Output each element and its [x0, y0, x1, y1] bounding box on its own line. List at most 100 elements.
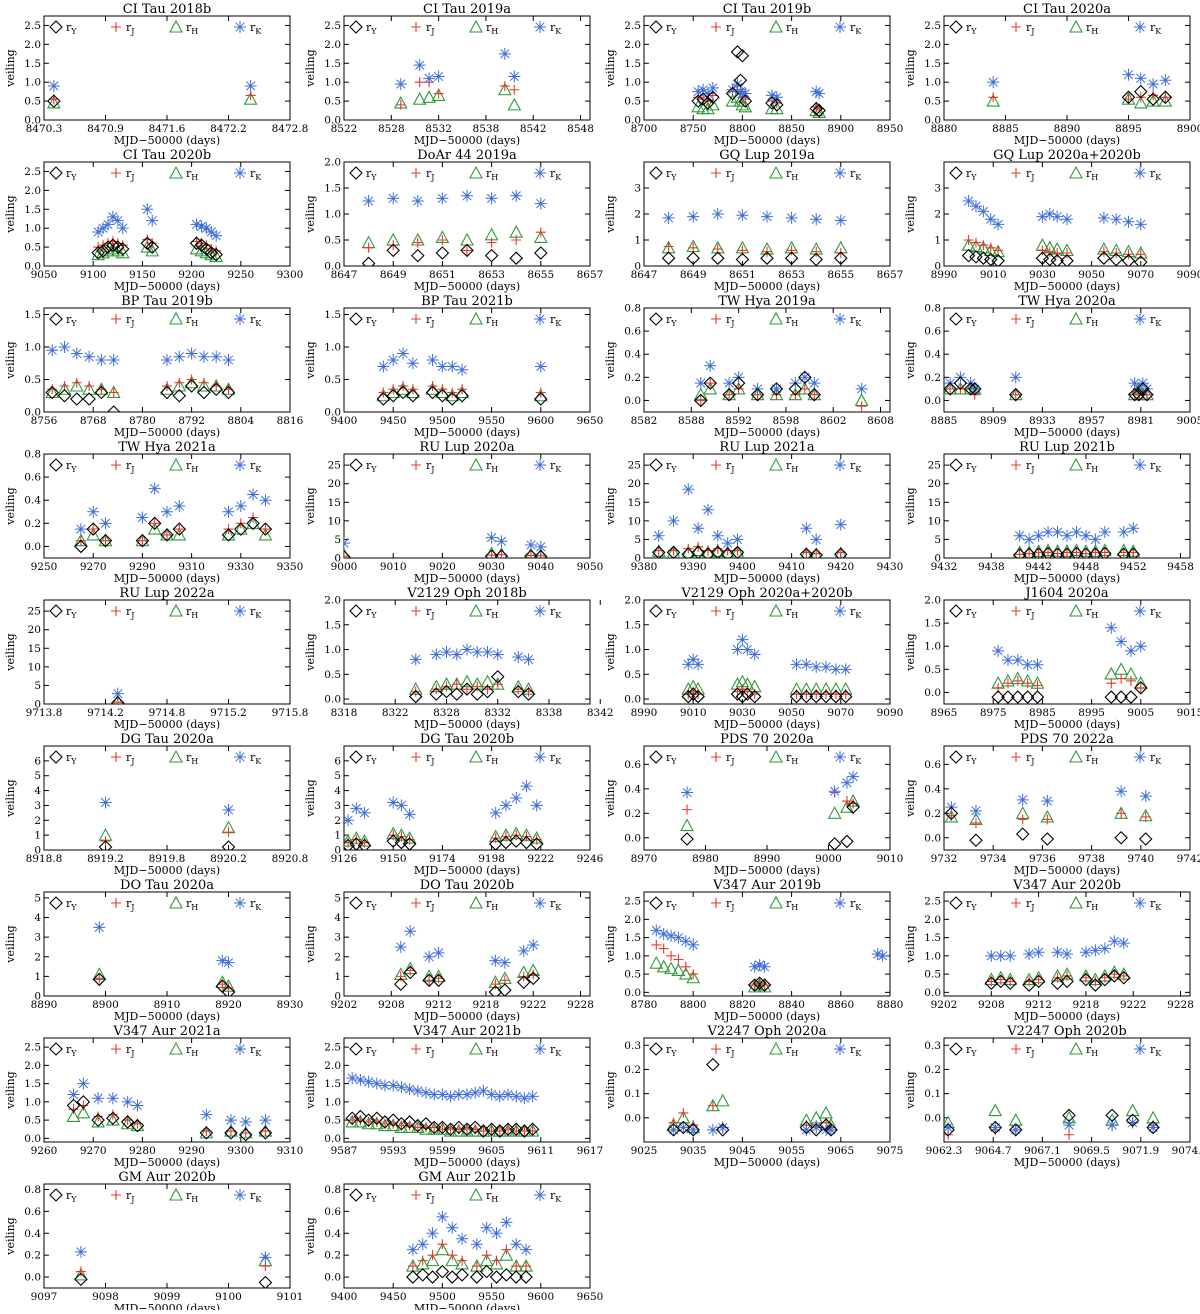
x-tick-label: 8880: [931, 123, 958, 135]
panel-title: V347 Aur 2021a: [112, 1024, 221, 1039]
data-point-Y: [1040, 832, 1055, 846]
data-point-K: [485, 531, 498, 544]
panel-title: V347 Aur 2019b: [712, 878, 821, 893]
x-tick-label: 9228: [567, 999, 594, 1011]
y-tick-label: 0.8: [24, 1184, 41, 1196]
data-point-K: [1061, 529, 1073, 542]
data-point-K: [489, 806, 502, 819]
y-tick-label: 4: [334, 912, 341, 924]
x-tick-label: 9065: [827, 1145, 854, 1157]
data-point-K: [436, 360, 449, 373]
legend-label: rY: [66, 1189, 77, 1204]
data-point-J: [433, 88, 444, 99]
data-point-Y: [686, 1123, 700, 1137]
data-point-Y: [1022, 547, 1036, 558]
data-point-H: [730, 545, 745, 558]
data-points: [691, 45, 827, 118]
legend-marker: [349, 312, 363, 326]
y-tick-label: 2.0: [24, 185, 41, 197]
data-point-J: [531, 834, 542, 845]
x-tick-label: 9050: [577, 561, 604, 573]
data-point-K: [1110, 213, 1123, 226]
y-tick-label: 1: [634, 235, 641, 247]
y-tick-label: 0.8: [924, 303, 941, 315]
data-point-Y: [443, 1122, 458, 1137]
panel-title: PDS 70 2022a: [1020, 732, 1114, 747]
panel-title: V2247 Oph 2020a: [707, 1024, 827, 1039]
legend-marker: [234, 1043, 246, 1055]
y-tick-label: 0.0: [324, 1272, 341, 1284]
data-point-H: [827, 806, 842, 819]
legend-label: rJ: [126, 167, 134, 182]
data-point-J: [462, 684, 472, 695]
data-point-J: [1140, 811, 1151, 822]
legend-marker: [111, 1044, 121, 1054]
x-tick-label: 8895: [1115, 123, 1142, 135]
data-point-Y: [45, 385, 59, 400]
x-axis-label: MJD−50000 (days): [114, 134, 220, 147]
x-tick-label: 8548: [567, 123, 594, 135]
data-point-Y: [819, 689, 833, 704]
data-point-K: [173, 500, 186, 512]
data-points: [344, 780, 544, 850]
data-points: [651, 483, 848, 558]
legend-marker: [1011, 1044, 1021, 1054]
data-point-K: [944, 1121, 955, 1134]
x-tick-label: 8920: [215, 999, 242, 1011]
panel-title: CI Tau 2020a: [1023, 2, 1111, 17]
data-point-Y: [509, 834, 523, 848]
legend-label: rY: [366, 897, 377, 912]
data-point-K: [687, 653, 700, 666]
y-tick-label: 1.5: [324, 619, 341, 631]
data-point-Y: [1146, 92, 1160, 106]
data-point-Y: [747, 978, 762, 992]
data-point-K: [101, 218, 114, 231]
data-point-K: [1070, 526, 1083, 538]
legend-marker: [411, 168, 421, 178]
data-point-J: [395, 971, 406, 982]
data-point-Y: [406, 388, 420, 403]
x-tick-label: 9452: [1120, 561, 1147, 573]
data-point-K: [111, 687, 124, 700]
x-tick-label: 8800: [680, 999, 707, 1011]
data-point-K: [723, 377, 736, 390]
y-tick-label: 0.0: [624, 1112, 641, 1124]
legend-marker: [411, 1044, 421, 1054]
x-tick-label: 8588: [678, 415, 705, 427]
data-point-H: [489, 1256, 504, 1270]
x-axis-label: MJD−50000 (days): [414, 1156, 520, 1169]
data-point-K: [677, 1121, 690, 1134]
legend-label: rJ: [1026, 605, 1034, 620]
data-point-K: [1126, 1116, 1139, 1129]
data-point-K: [93, 921, 106, 934]
data-points: [393, 925, 541, 996]
legend-marker: [769, 603, 783, 617]
legend-label: rK: [1150, 21, 1162, 36]
data-point-H: [66, 1109, 81, 1123]
data-point-H: [840, 800, 854, 813]
y-tick-label: 1.0: [24, 223, 41, 235]
data-point-K: [161, 354, 173, 366]
x-tick-label: 9040: [527, 561, 554, 573]
y-tick-label: 25: [28, 606, 41, 618]
data-point-J: [1128, 547, 1139, 558]
x-tick-label: 9715.2: [210, 707, 247, 719]
x-tick-label: 8653: [478, 269, 505, 281]
x-tick-label: 9222: [1120, 999, 1147, 1011]
data-point-K: [461, 189, 473, 202]
data-point-Y: [394, 835, 409, 850]
data-point-Y: [519, 835, 534, 850]
data-point-J: [995, 974, 1006, 985]
x-axis-label: MJD−50000 (days): [714, 426, 820, 439]
y-axis-label: veiling: [904, 779, 917, 817]
data-point-K: [987, 76, 1000, 89]
data-point-K: [876, 949, 889, 962]
data-point-K: [711, 208, 724, 220]
data-point-Y: [1158, 90, 1173, 105]
y-tick-label: 2: [334, 951, 341, 963]
data-point-Y: [221, 985, 236, 996]
legend-marker: [49, 896, 63, 910]
data-point-Y: [788, 382, 803, 396]
